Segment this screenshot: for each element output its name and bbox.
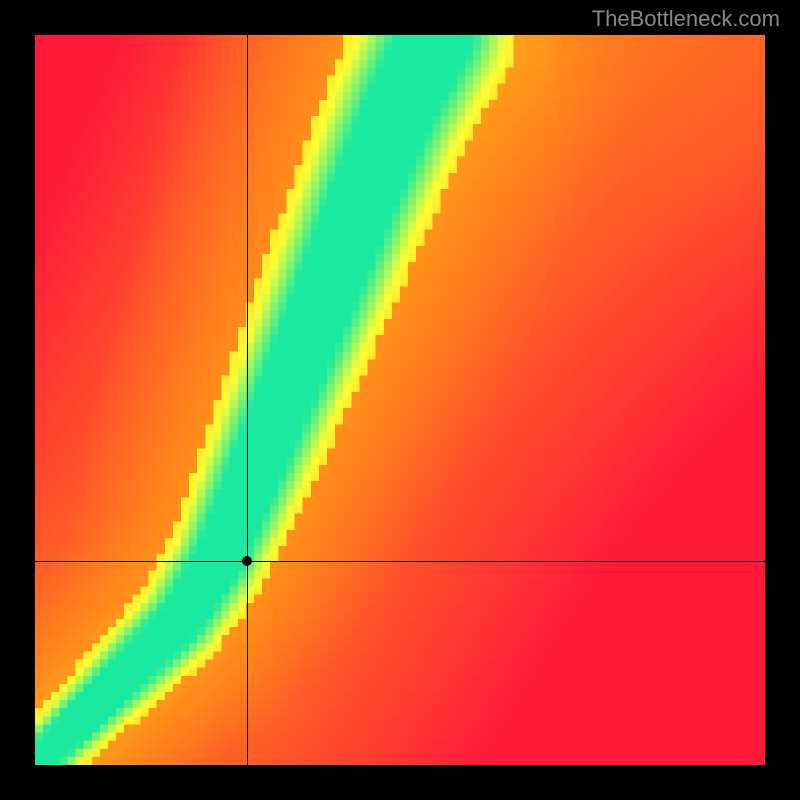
- data-point-marker: [242, 556, 252, 566]
- watermark-text: TheBottleneck.com: [592, 6, 780, 32]
- heatmap-canvas: [35, 35, 765, 765]
- crosshair-vertical: [247, 35, 248, 765]
- crosshair-horizontal: [35, 561, 765, 562]
